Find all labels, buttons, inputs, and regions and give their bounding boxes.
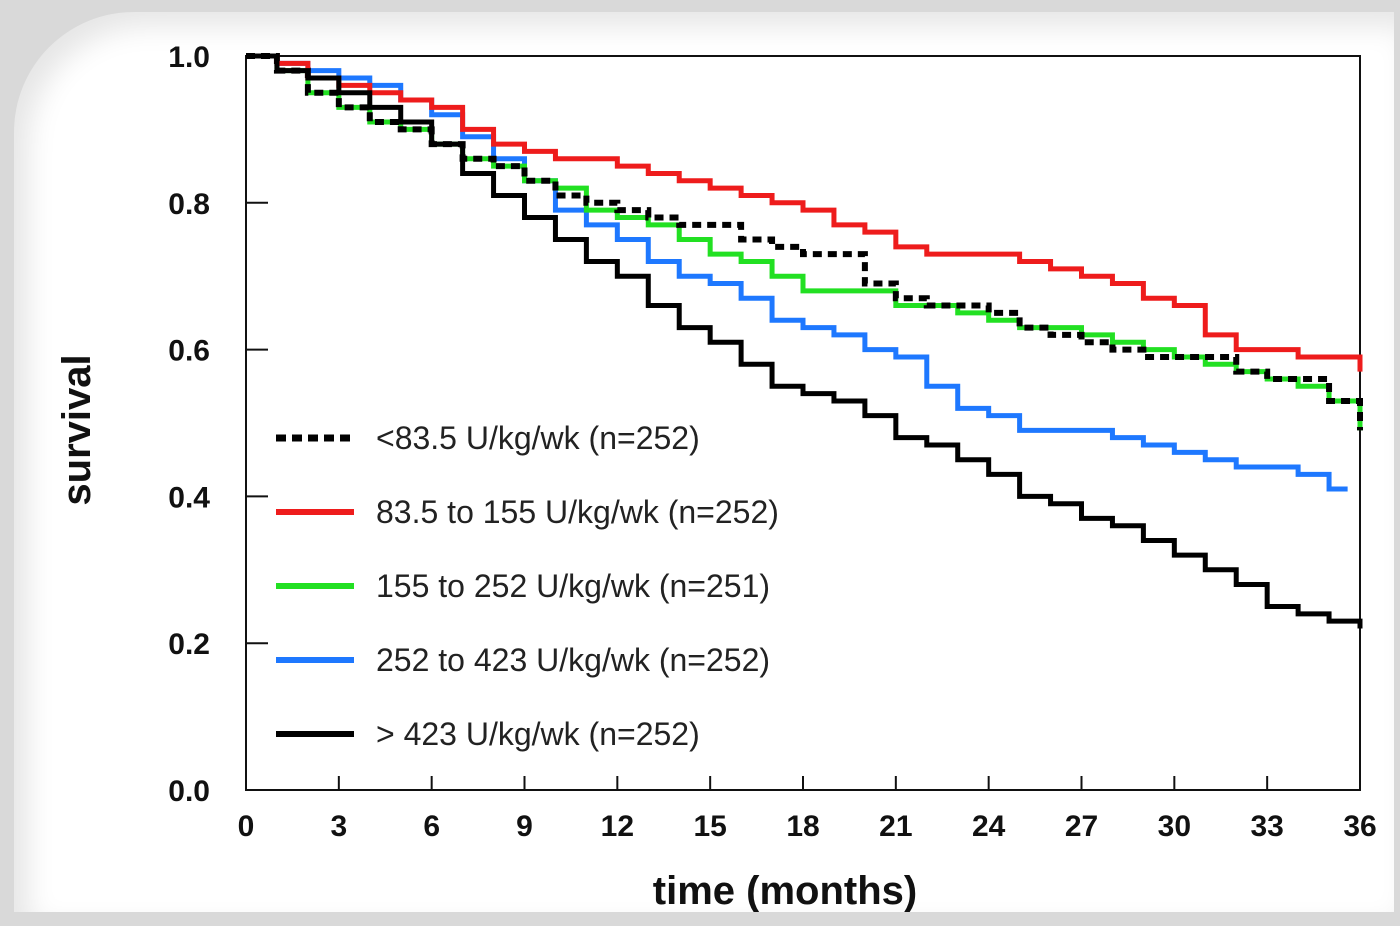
x-tick-label: 3 <box>330 810 347 843</box>
y-tick-label: 0.0 <box>168 775 210 808</box>
y-tick-label: 1.0 <box>168 41 210 74</box>
x-tick-label: 33 <box>1250 810 1283 843</box>
x-tick-label: 6 <box>423 810 440 843</box>
x-axis-title: time (months) <box>653 869 917 912</box>
x-tick-label: 30 <box>1158 810 1191 843</box>
x-tick-label: 9 <box>516 810 533 843</box>
x-tick-label: 12 <box>601 810 634 843</box>
x-tick-label: 15 <box>693 810 726 843</box>
y-tick-label: 0.2 <box>168 628 210 661</box>
series-line-2 <box>246 53 1363 431</box>
legend-label-2: 155 to 252 U/kg/wk (n=251) <box>376 568 770 604</box>
survival-chart: 0 3 6 9 12 15 18 21 24 27 30 33 360.00.20.40.60.81.0… <box>55 41 1377 912</box>
legend-label-3: 252 to 423 U/kg/wk (n=252) <box>376 642 770 678</box>
x-tick-label: 18 <box>786 810 819 843</box>
series-line-1 <box>246 53 1363 372</box>
legend-label-1: 83.5 to 155 U/kg/wk (n=252) <box>376 494 779 530</box>
y-tick-label: 0.4 <box>168 481 210 514</box>
series-line-0 <box>246 53 1363 431</box>
x-tick-label: 27 <box>1065 810 1098 843</box>
x-tick-label: 0 <box>238 810 255 843</box>
x-tick-label: 36 <box>1343 810 1376 843</box>
y-axis-title: survival <box>55 354 99 505</box>
legend-label-4: > 423 U/kg/wk (n=252) <box>376 716 700 752</box>
y-tick-label: 0.6 <box>168 335 210 368</box>
legend-label-0: <83.5 U/kg/wk (n=252) <box>376 420 700 456</box>
x-tick-label: 21 <box>879 810 912 843</box>
y-tick-label: 0.8 <box>168 188 210 221</box>
series-line-4 <box>246 53 1363 629</box>
x-tick-label: 24 <box>972 810 1006 843</box>
chart-panel: 0 3 6 9 12 15 18 21 24 27 30 33 36 0.0 0.2 0.4 0.6 0.8 1.0… <box>14 12 1394 912</box>
